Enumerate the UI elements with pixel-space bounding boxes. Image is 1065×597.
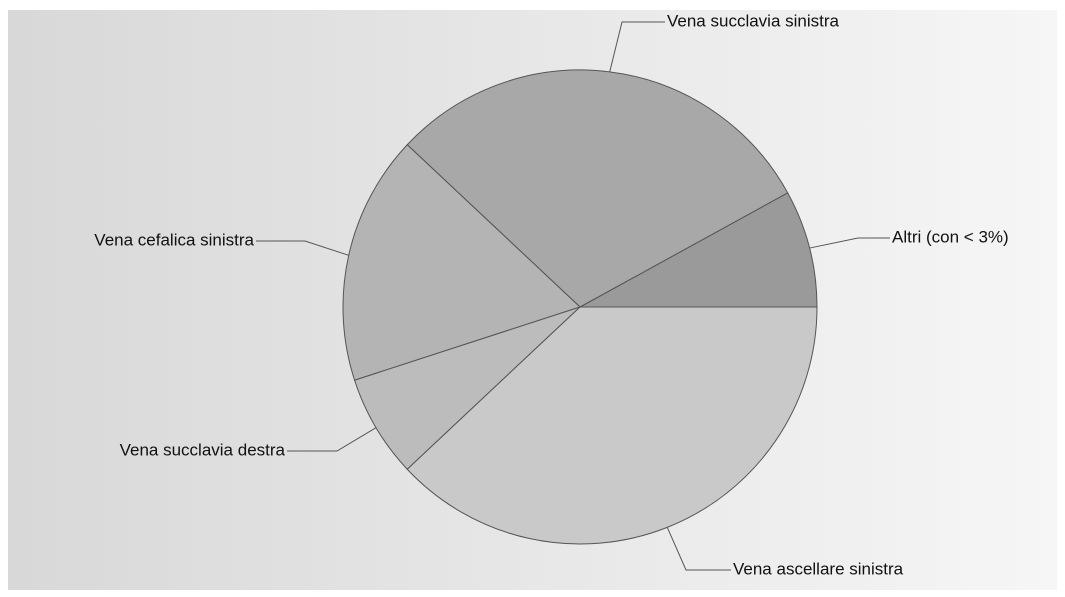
slice-label: Altri (con < 3%) [892,227,1009,246]
slice-label: Vena succlavia destra [120,440,286,459]
pie-slice [353,306,581,470]
leader-line [666,527,731,571]
pie-slice [406,69,789,308]
pie-slice [406,306,818,545]
leader-line [609,21,665,72]
slice-label: Vena succlavia sinistra [667,11,840,30]
slice-label: Vena ascellare sinistra [733,559,904,578]
leader-line [287,427,377,452]
pie: Altri (con < 3%) Vena succlavia sinistra V… [94,11,1008,578]
slice-label: Vena cefalica sinistra [94,230,254,249]
leader-line [809,237,890,249]
leader-line [256,240,349,256]
